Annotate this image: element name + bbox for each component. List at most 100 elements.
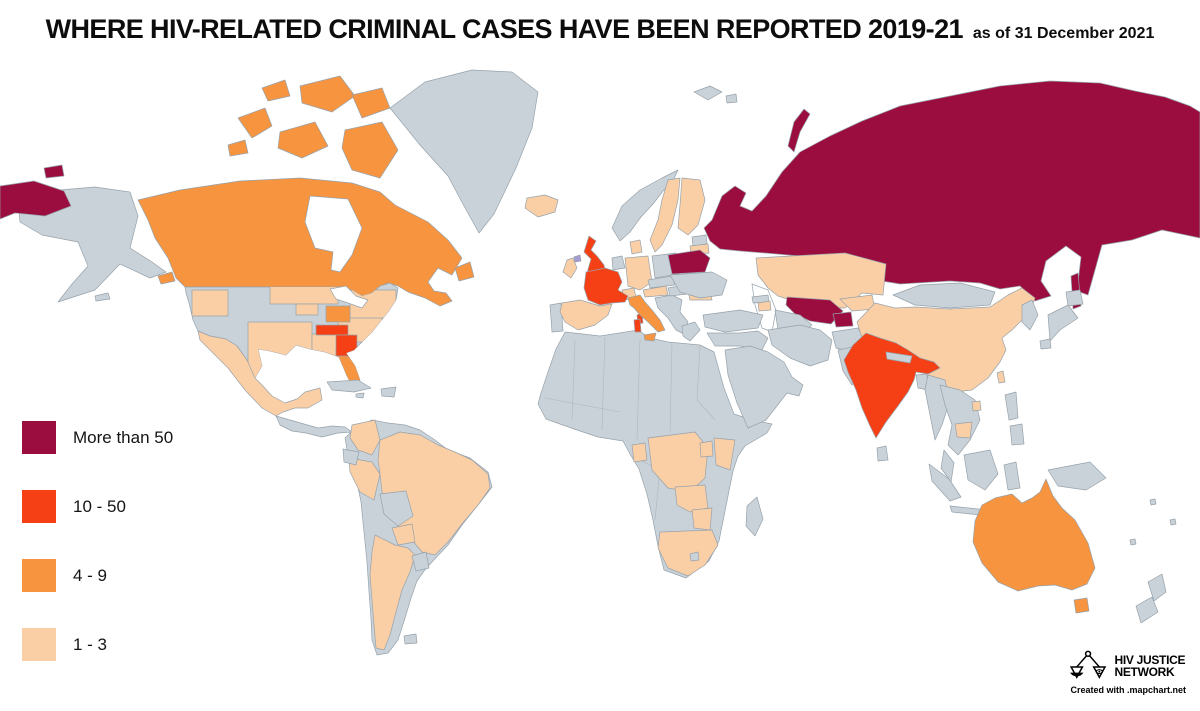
region-armenia-azerbaijan bbox=[757, 300, 772, 312]
region-uruguay bbox=[411, 551, 430, 572]
region-central-america bbox=[275, 415, 353, 438]
region-canada-arctic-island-3 bbox=[261, 79, 291, 102]
legend-swatch-4-9 bbox=[22, 559, 56, 592]
region-new-guinea bbox=[1047, 461, 1107, 491]
region-taiwan bbox=[996, 370, 1006, 384]
region-korea bbox=[1021, 299, 1039, 331]
region-france bbox=[583, 267, 629, 306]
region-spain bbox=[559, 299, 613, 331]
region-sumatra bbox=[928, 463, 962, 502]
region-colombia bbox=[349, 419, 381, 456]
region-aleutian-islands bbox=[94, 292, 111, 302]
region-us-iowa bbox=[295, 303, 319, 316]
region-northern-ireland bbox=[573, 254, 582, 263]
region-japan-hokkaido bbox=[1065, 289, 1084, 307]
region-us-northern-states bbox=[269, 284, 339, 305]
region-borneo bbox=[963, 449, 999, 491]
region-levant-iraq bbox=[706, 330, 769, 351]
hiv-justice-network-logo-icon bbox=[1070, 650, 1107, 679]
legend-row-1-3: 1 - 3 bbox=[22, 628, 107, 661]
region-ecuador bbox=[342, 448, 360, 466]
legend-row-4-9: 4 - 9 bbox=[22, 559, 107, 592]
region-svalbard-2 bbox=[725, 93, 738, 104]
region-lesotho bbox=[689, 551, 700, 562]
region-pacific-island bbox=[1149, 498, 1157, 506]
region-south-africa bbox=[657, 529, 719, 577]
page-title: WHERE HIV-RELATED CRIMINAL CASES HAVE BE… bbox=[0, 14, 1200, 45]
region-argentina bbox=[369, 534, 416, 651]
region-denmark bbox=[629, 239, 643, 255]
map-title-date: as of 31 December 2021 bbox=[972, 25, 1155, 42]
legend-swatch-1-3 bbox=[22, 628, 56, 661]
region-italy bbox=[627, 294, 666, 333]
legend-swatch-10-50 bbox=[22, 490, 56, 523]
region-jamaica bbox=[355, 392, 365, 399]
legend-label: 10 - 50 bbox=[73, 496, 126, 516]
region-paraguay bbox=[391, 523, 416, 546]
region-tajikistan bbox=[832, 311, 854, 328]
region-cambodia bbox=[954, 421, 973, 439]
region-austria bbox=[642, 285, 669, 298]
region-mongolia bbox=[892, 282, 996, 309]
region-czech-slovakia bbox=[647, 275, 676, 289]
region-zimbabwe bbox=[691, 507, 713, 531]
region-us-tennessee bbox=[315, 324, 349, 336]
region-india bbox=[843, 332, 941, 439]
region-new-zealand-north bbox=[1147, 573, 1167, 602]
region-iceland bbox=[524, 194, 559, 218]
legend-row-10-50: 10 - 50 bbox=[22, 490, 126, 523]
region-ellesmere-island bbox=[299, 75, 356, 113]
region-canada-arctic-island bbox=[237, 107, 273, 139]
region-uzbekistan bbox=[785, 296, 844, 325]
region-greenland bbox=[389, 69, 539, 234]
region-cuba bbox=[326, 379, 372, 393]
region-russia-chukotka-island bbox=[43, 164, 65, 179]
region-victoria-island bbox=[277, 121, 329, 159]
map-title: WHERE HIV-RELATED CRIMINAL CASES HAVE BE… bbox=[45, 14, 964, 44]
logo-line-1: HIV JUSTICE bbox=[1114, 653, 1186, 667]
great-lakes bbox=[329, 285, 369, 309]
region-ireland bbox=[562, 257, 578, 279]
region-canada-arctic-island-2 bbox=[351, 87, 391, 119]
region-sweden bbox=[649, 177, 681, 253]
region-novaya-zemlya bbox=[787, 108, 811, 153]
logo-line-2: NETWORK bbox=[1114, 665, 1175, 679]
region-vancouver-island bbox=[157, 271, 176, 285]
region-peru bbox=[348, 457, 381, 501]
region-baffin-island bbox=[341, 121, 399, 179]
region-benelux bbox=[611, 255, 626, 271]
region-portugal bbox=[549, 302, 564, 333]
region-bolivia bbox=[379, 490, 414, 527]
region-svalbard bbox=[693, 85, 723, 101]
legend-label: 4 - 9 bbox=[73, 565, 108, 585]
region-japan-honshu bbox=[1047, 304, 1079, 342]
legend-row-more-than-50: More than 50 bbox=[22, 421, 173, 454]
legend-label: 1 - 3 bbox=[73, 634, 108, 654]
region-philippines-mindanao bbox=[1009, 423, 1025, 446]
region-belarus bbox=[667, 249, 711, 275]
region-us-mississippi-alabama bbox=[311, 333, 339, 359]
region-us-south-central-states bbox=[247, 321, 313, 381]
region-mexico bbox=[197, 330, 323, 417]
region-sardinia bbox=[633, 318, 642, 333]
region-hainan bbox=[971, 400, 982, 412]
region-turkey bbox=[702, 309, 764, 333]
region-australia bbox=[972, 478, 1096, 592]
region-iran bbox=[767, 324, 833, 367]
hudson-bay bbox=[304, 195, 363, 273]
region-sri-lanka bbox=[876, 445, 889, 462]
region-sicily bbox=[643, 332, 657, 342]
region-indochina bbox=[939, 384, 981, 456]
region-kenya bbox=[713, 437, 736, 471]
region-us-ohio-indiana bbox=[325, 305, 351, 323]
region-gabon bbox=[631, 442, 648, 463]
region-us-northwest-states bbox=[191, 289, 229, 317]
region-new-zealand-south bbox=[1135, 596, 1159, 624]
legend-label: More than 50 bbox=[73, 427, 174, 447]
mapchart-credit: Created with .mapchart.net bbox=[1070, 685, 1186, 695]
region-russia-chukotka bbox=[0, 180, 72, 220]
region-pacific-island-2 bbox=[1169, 518, 1177, 526]
region-philippines-luzon bbox=[1004, 391, 1019, 421]
footer-credit-block: HIV JUSTICE NETWORK Created with .mapcha… bbox=[1070, 650, 1186, 695]
